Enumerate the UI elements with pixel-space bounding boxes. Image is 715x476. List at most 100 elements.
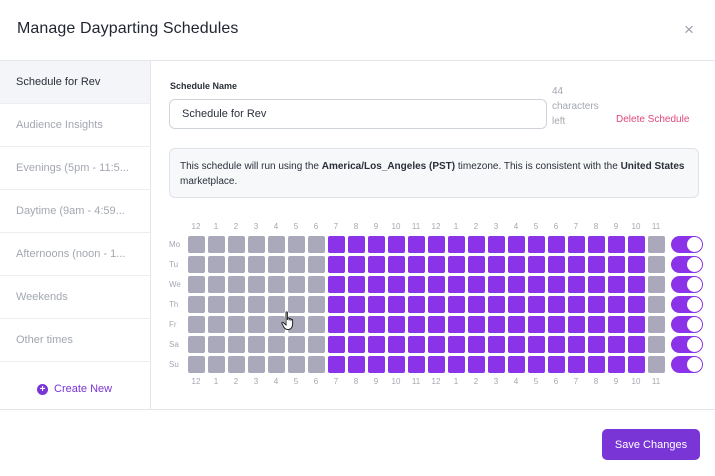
hour-cell[interactable] [308,296,325,313]
sidebar-item-daytime[interactable]: Daytime (9am - 4:59... [0,190,150,233]
hour-cell[interactable] [228,236,245,253]
hour-cell[interactable] [328,276,345,293]
hour-cell[interactable] [628,256,645,273]
hour-cell[interactable] [208,296,225,313]
hour-cell[interactable] [488,296,505,313]
day-toggle[interactable] [671,256,703,273]
hour-cell[interactable] [648,276,665,293]
hour-cell[interactable] [528,336,545,353]
hour-cell[interactable] [568,336,585,353]
hour-cell[interactable] [248,236,265,253]
hour-cell[interactable] [608,316,625,333]
hour-cell[interactable] [228,316,245,333]
hour-cell[interactable] [608,236,625,253]
hour-cell[interactable] [248,296,265,313]
hour-cell[interactable] [488,236,505,253]
hour-cell[interactable] [408,336,425,353]
hour-cell[interactable] [228,276,245,293]
hour-cell[interactable] [608,336,625,353]
hour-cell[interactable] [268,356,285,373]
hour-cell[interactable] [588,256,605,273]
hour-cell[interactable] [188,276,205,293]
hour-cell[interactable] [468,296,485,313]
hour-cell[interactable] [248,316,265,333]
hour-cell[interactable] [328,296,345,313]
hour-cell[interactable] [368,236,385,253]
hour-cell[interactable] [208,236,225,253]
hour-cell[interactable] [328,256,345,273]
hour-cell[interactable] [628,336,645,353]
hour-cell[interactable] [428,236,445,253]
hour-cell[interactable] [628,276,645,293]
hour-cell[interactable] [208,256,225,273]
hour-cell[interactable] [308,276,325,293]
hour-cell[interactable] [348,356,365,373]
hour-cell[interactable] [408,236,425,253]
hour-cell[interactable] [408,356,425,373]
hour-cell[interactable] [368,256,385,273]
hour-cell[interactable] [268,256,285,273]
hour-cell[interactable] [268,316,285,333]
hour-cell[interactable] [388,256,405,273]
hour-cell[interactable] [608,256,625,273]
hour-cell[interactable] [388,296,405,313]
hour-cell[interactable] [288,356,305,373]
hour-cell[interactable] [248,276,265,293]
hour-cell[interactable] [408,296,425,313]
hour-cell[interactable] [568,236,585,253]
hour-cell[interactable] [408,316,425,333]
hour-cell[interactable] [508,236,525,253]
hour-cell[interactable] [508,356,525,373]
hour-cell[interactable] [488,356,505,373]
hour-cell[interactable] [208,336,225,353]
hour-cell[interactable] [488,256,505,273]
hour-cell[interactable] [268,336,285,353]
hour-cell[interactable] [448,316,465,333]
hour-cell[interactable] [588,296,605,313]
hour-cell[interactable] [528,356,545,373]
hour-cell[interactable] [528,296,545,313]
day-toggle[interactable] [671,336,703,353]
hour-cell[interactable] [588,276,605,293]
hour-cell[interactable] [328,336,345,353]
hour-cell[interactable] [208,356,225,373]
hour-cell[interactable] [288,296,305,313]
hour-cell[interactable] [628,236,645,253]
hour-cell[interactable] [468,276,485,293]
hour-cell[interactable] [308,336,325,353]
sidebar-item-schedule-for-rev[interactable]: Schedule for Rev [0,61,150,104]
hour-cell[interactable] [488,316,505,333]
hour-cell[interactable] [508,296,525,313]
day-toggle[interactable] [671,236,703,253]
hour-cell[interactable] [548,336,565,353]
hour-cell[interactable] [608,296,625,313]
schedule-name-input[interactable] [169,99,547,129]
hour-cell[interactable] [548,296,565,313]
hour-cell[interactable] [588,336,605,353]
hour-cell[interactable] [288,236,305,253]
hour-cell[interactable] [568,276,585,293]
hour-cell[interactable] [368,276,385,293]
hour-cell[interactable] [648,316,665,333]
hour-cell[interactable] [468,256,485,273]
hour-cell[interactable] [468,316,485,333]
hour-cell[interactable] [508,336,525,353]
hour-cell[interactable] [548,316,565,333]
hour-cell[interactable] [208,316,225,333]
hour-cell[interactable] [448,256,465,273]
hour-cell[interactable] [508,256,525,273]
hour-cell[interactable] [348,256,365,273]
hour-cell[interactable] [248,336,265,353]
hour-cell[interactable] [328,236,345,253]
hour-cell[interactable] [548,276,565,293]
hour-cell[interactable] [488,276,505,293]
hour-cell[interactable] [448,356,465,373]
hour-cell[interactable] [248,256,265,273]
hour-cell[interactable] [528,256,545,273]
hour-cell[interactable] [408,276,425,293]
hour-cell[interactable] [568,296,585,313]
hour-cell[interactable] [228,356,245,373]
hour-cell[interactable] [368,336,385,353]
hour-cell[interactable] [608,356,625,373]
create-new-button[interactable]: + Create New [37,383,112,395]
